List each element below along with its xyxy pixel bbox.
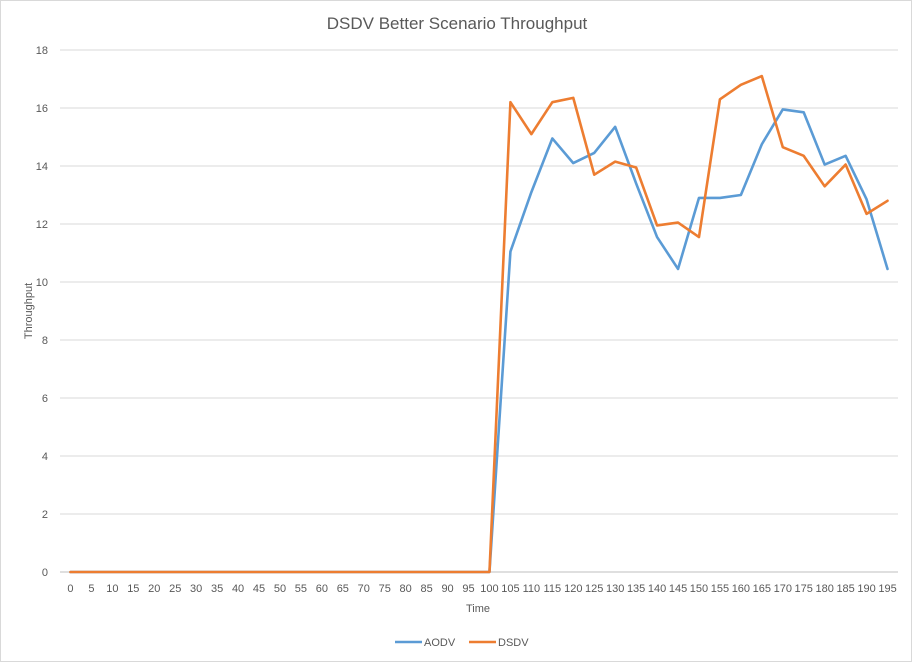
legend-label-dsdv: DSDV [498, 637, 529, 649]
legend-label-aodv: AODV [424, 637, 456, 649]
y-tick-label: 4 [42, 451, 48, 463]
y-tick-label: 0 [42, 567, 48, 579]
x-tick-label: 175 [795, 583, 813, 595]
y-tick-label: 12 [36, 219, 48, 231]
series-line-aodv [69, 108, 889, 574]
x-axis-title: Time [466, 603, 490, 615]
x-tick-label: 120 [564, 583, 582, 595]
y-tick-label: 8 [42, 335, 48, 347]
series-lines [69, 74, 889, 574]
x-tick-label: 75 [379, 583, 391, 595]
y-tick-label: 6 [42, 393, 48, 405]
y-tick-label: 10 [36, 277, 48, 289]
x-tick-label: 130 [606, 583, 624, 595]
x-tick-label: 55 [295, 583, 307, 595]
y-axis-title: Throughput [23, 283, 35, 339]
x-tick-label: 165 [753, 583, 771, 595]
x-tick-label: 125 [585, 583, 603, 595]
x-tick-label: 5 [88, 583, 94, 595]
x-tick-label: 65 [337, 583, 349, 595]
y-axis-ticks: 0 2 4 6 8 10 12 14 16 18 [36, 45, 48, 579]
x-tick-label: 50 [274, 583, 286, 595]
legend: AODV DSDV [395, 637, 529, 649]
x-tick-label: 155 [711, 583, 729, 595]
x-tick-label: 0 [67, 583, 73, 595]
x-tick-label: 10 [106, 583, 118, 595]
x-tick-label: 180 [815, 583, 833, 595]
x-axis-ticks: 0 5 10 15 20 25 30 35 40 45 50 55 60 65 70 75 80 85 90 95 10… [67, 583, 896, 595]
x-tick-label: 85 [421, 583, 433, 595]
x-tick-label: 15 [127, 583, 139, 595]
gridlines [60, 49, 898, 573]
x-tick-label: 60 [316, 583, 328, 595]
x-tick-label: 145 [669, 583, 687, 595]
x-tick-label: 150 [690, 583, 708, 595]
y-tick-label: 14 [36, 161, 48, 173]
x-tick-label: 40 [232, 583, 244, 595]
x-tick-label: 45 [253, 583, 265, 595]
x-tick-label: 110 [523, 583, 541, 595]
x-tick-label: 90 [441, 583, 453, 595]
x-tick-label: 30 [190, 583, 202, 595]
x-tick-label: 170 [774, 583, 792, 595]
x-tick-label: 195 [878, 583, 896, 595]
x-tick-label: 80 [400, 583, 412, 595]
x-tick-label: 100 [480, 583, 498, 595]
x-tick-label: 70 [358, 583, 370, 595]
x-tick-label: 95 [462, 583, 474, 595]
x-tick-label: 115 [544, 583, 562, 595]
x-tick-label: 35 [211, 583, 223, 595]
y-tick-label: 2 [42, 509, 48, 521]
x-tick-label: 105 [501, 583, 519, 595]
x-tick-label: 190 [857, 583, 875, 595]
x-tick-label: 25 [169, 583, 181, 595]
chart-title: DSDV Better Scenario Throughput [327, 14, 588, 33]
x-tick-label: 160 [732, 583, 750, 595]
y-tick-label: 16 [36, 103, 48, 115]
x-tick-label: 185 [836, 583, 854, 595]
series-line-dsdv [69, 74, 889, 574]
x-tick-label: 135 [627, 583, 645, 595]
x-tick-label: 20 [148, 583, 160, 595]
y-tick-label: 18 [36, 45, 48, 57]
x-tick-label: 140 [648, 583, 666, 595]
